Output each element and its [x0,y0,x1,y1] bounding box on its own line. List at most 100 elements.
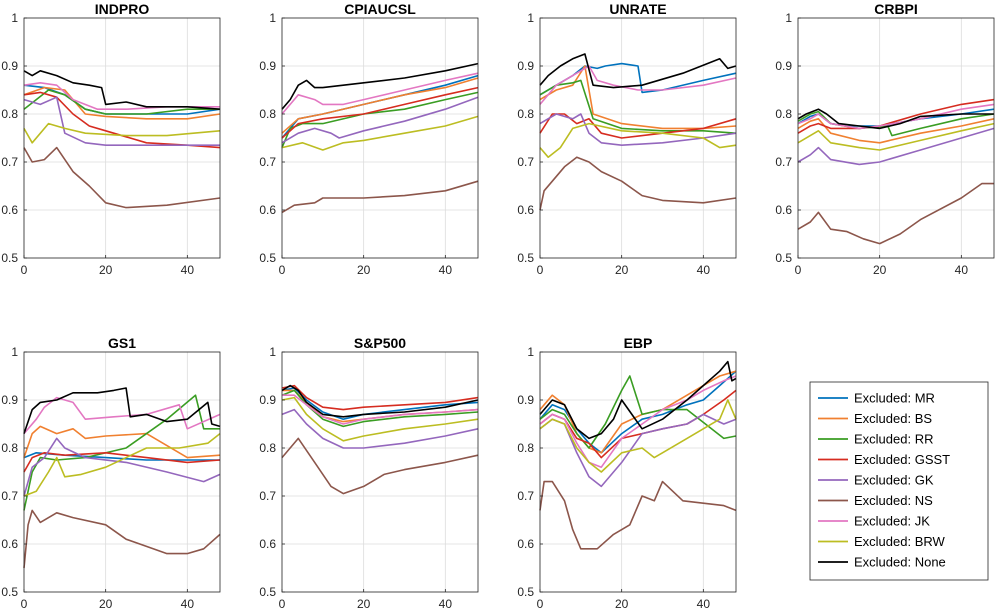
y-tick-label: 0.8 [775,107,792,121]
legend-label: Excluded: None [854,555,946,570]
series-line-gsst [23,452,221,473]
panel-title: GS1 [108,335,136,351]
series-line-none [23,387,221,434]
series-line-ns [797,182,994,245]
series-line-brw [539,122,737,158]
y-tick-label: 0.5 [775,251,792,265]
y-tick-label: 0.7 [517,155,534,169]
panel-0: 0.5 0.6 0.7 0.8 0.9 1 0 20 40 INDPRO [1,1,221,277]
x-tick-label: 40 [955,263,969,277]
y-tick-label: 1 [785,11,792,25]
y-tick-label: 0.7 [1,155,18,169]
series-line-ns [539,480,737,550]
y-tick-label: 0.7 [517,489,534,503]
y-tick-label: 0.6 [1,203,18,217]
plot-frame [539,17,737,259]
series-line-gk [281,408,479,449]
series-line-none [539,360,737,440]
y-tick-label: 0.5 [517,585,534,599]
series-line-bs [539,65,737,130]
y-tick-label: 1 [527,345,534,359]
y-tick-label: 0.8 [1,107,18,121]
x-tick-label: 0 [537,263,544,277]
y-tick-label: 0.6 [517,537,534,551]
y-tick-label: 0.6 [775,203,792,217]
series-line-none [281,384,479,418]
x-tick-label: 20 [357,263,371,277]
panel-2: 0.5 0.6 0.7 0.8 0.9 1 0 20 40 UNRATE [517,1,737,277]
y-tick-label: 0.6 [259,203,276,217]
x-tick-label: 40 [697,597,711,611]
x-tick-label: 20 [357,597,371,611]
series-line-mr [23,452,220,461]
y-tick-label: 0.9 [259,393,276,407]
panel-6: 0.5 0.6 0.7 0.8 0.9 1 0 20 40 EBP [517,335,737,611]
y-tick-label: 0.6 [1,537,18,551]
x-tick-label: 20 [873,263,887,277]
series-line-rr [281,389,479,428]
y-tick-label: 0.5 [1,585,18,599]
legend-item-brw: Excluded: BRW [818,534,946,549]
x-tick-label: 0 [279,597,286,611]
y-tick-label: 0.8 [517,441,534,455]
legend-label: Excluded: JK [854,514,930,529]
series-line-gk [23,96,220,146]
y-tick-label: 0.6 [259,537,276,551]
legend-label: Excluded: RR [854,432,933,447]
series-line-gk [797,127,995,166]
panel-3: 0.5 0.6 0.7 0.8 0.9 1 0 20 40 CRBPI [775,1,995,277]
legend-label: Excluded: GSST [854,452,950,467]
x-tick-label: 20 [99,597,113,611]
y-tick-label: 0.5 [259,585,276,599]
series-line-jk [282,394,479,425]
series-line-brw [23,432,221,497]
series-line-brw [281,115,479,151]
y-tick-label: 0.8 [1,441,18,455]
series-line-jk [281,72,479,115]
series-line-bs [23,86,221,120]
plot-background [282,352,478,592]
plot-frame [23,17,221,259]
y-tick-label: 0.9 [259,59,276,73]
plot-background [798,18,994,258]
series-line-gk [539,113,737,146]
y-tick-label: 0.9 [1,393,18,407]
x-tick-label: 40 [697,263,711,277]
series-line-ns [539,156,737,211]
series-line-brw [281,396,479,442]
legend-item-rr: Excluded: RR [818,432,933,447]
y-tick-label: 1 [269,11,276,25]
x-tick-label: 20 [99,263,113,277]
y-tick-label: 0.8 [259,441,276,455]
series-line-jk [539,375,737,468]
y-tick-label: 0.7 [775,155,792,169]
y-tick-label: 0.7 [1,489,18,503]
panel-title: CRBPI [874,1,918,17]
legend-item-none: Excluded: None [818,555,946,570]
x-tick-label: 20 [615,263,629,277]
y-tick-label: 1 [269,345,276,359]
legend-item-bs: Excluded: BS [818,411,932,426]
y-tick-label: 1 [527,11,534,25]
y-tick-label: 0.8 [517,107,534,121]
series-line-jk [539,65,737,105]
y-tick-label: 0.6 [517,203,534,217]
series-line-jk [797,103,995,130]
y-tick-label: 0.7 [259,155,276,169]
series-line-jk [23,396,221,435]
legend: Excluded: MR Excluded: BS Excluded: RR Excl… [809,381,989,581]
series-line-none [797,108,994,130]
series-line-ns [23,146,221,209]
legend-label: Excluded: BRW [854,534,946,549]
y-tick-label: 0.5 [259,251,276,265]
y-tick-label: 0.9 [517,393,534,407]
legend-item-gk: Excluded: GK [818,473,934,488]
panel-4: 0.5 0.6 0.7 0.8 0.9 1 0 20 40 GS1 [1,335,221,611]
x-tick-label: 40 [181,263,195,277]
legend-item-jk: Excluded: JK [818,514,930,529]
series-line-ns [281,437,479,495]
series-line-brw [23,122,221,144]
series-line-rr [281,91,479,148]
